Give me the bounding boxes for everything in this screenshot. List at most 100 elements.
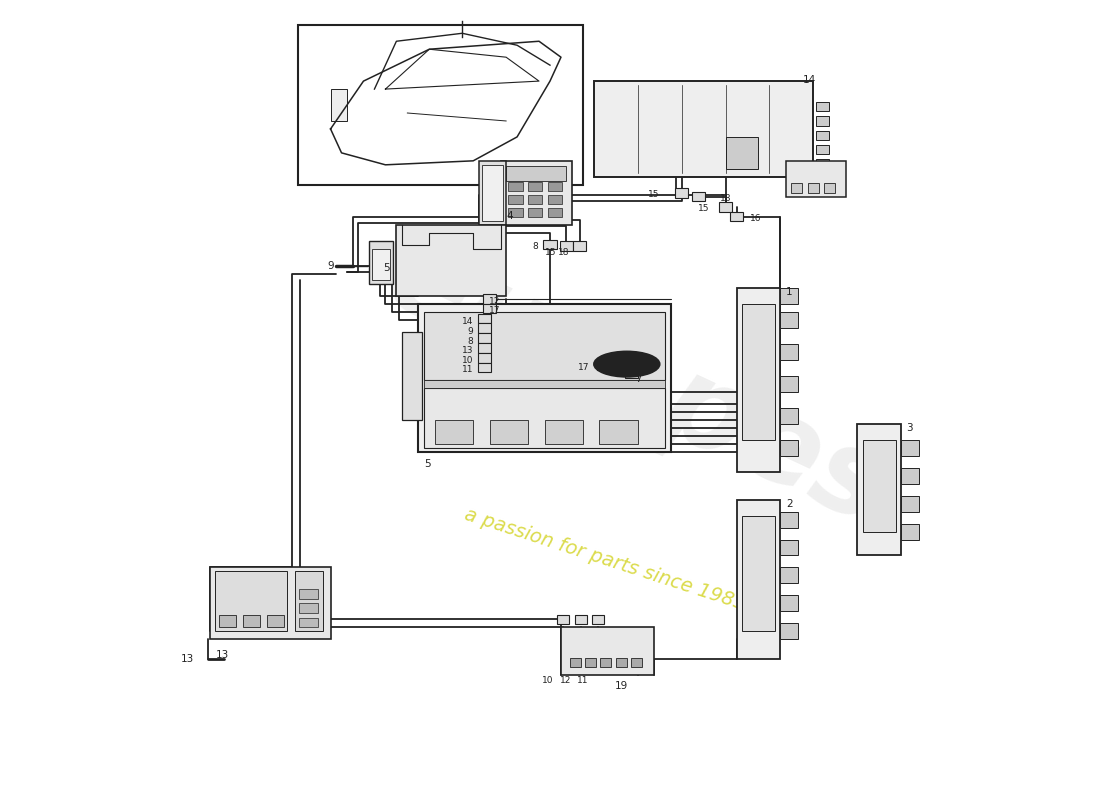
- Bar: [616, 658, 627, 667]
- Bar: [548, 170, 562, 178]
- Bar: [573, 242, 586, 251]
- Bar: [299, 603, 319, 613]
- Bar: [901, 440, 918, 456]
- Bar: [508, 170, 522, 178]
- Bar: [692, 192, 705, 202]
- Bar: [298, 26, 583, 185]
- Text: 1: 1: [785, 287, 792, 298]
- Bar: [726, 137, 759, 169]
- Bar: [483, 303, 496, 313]
- Bar: [901, 523, 918, 539]
- Text: 18: 18: [558, 248, 570, 257]
- Bar: [331, 89, 346, 121]
- Text: 9: 9: [327, 261, 333, 271]
- Bar: [601, 658, 612, 667]
- Text: 10: 10: [542, 676, 553, 685]
- Text: 13: 13: [462, 346, 473, 355]
- Bar: [560, 242, 573, 251]
- Bar: [780, 567, 798, 583]
- Text: 11: 11: [576, 676, 588, 685]
- Text: 8: 8: [468, 337, 473, 346]
- Text: 13: 13: [216, 650, 229, 660]
- Text: 8: 8: [532, 242, 538, 250]
- Bar: [815, 116, 828, 126]
- Bar: [508, 208, 522, 217]
- Text: a passion for parts since 1985: a passion for parts since 1985: [462, 505, 748, 614]
- Bar: [528, 182, 542, 191]
- Text: 2: 2: [785, 498, 792, 509]
- Bar: [901, 496, 918, 512]
- Bar: [528, 208, 542, 217]
- Bar: [506, 166, 566, 181]
- Bar: [434, 420, 473, 444]
- Bar: [675, 188, 689, 198]
- Text: 11: 11: [462, 366, 473, 374]
- Text: 17: 17: [578, 363, 590, 372]
- Bar: [780, 512, 798, 527]
- Bar: [815, 145, 828, 154]
- Bar: [477, 323, 491, 333]
- Bar: [528, 170, 542, 178]
- Bar: [631, 658, 642, 667]
- Bar: [780, 344, 798, 360]
- Text: 10: 10: [462, 356, 473, 365]
- Bar: [780, 595, 798, 611]
- Bar: [815, 159, 828, 169]
- Text: 7: 7: [636, 374, 642, 384]
- Bar: [901, 468, 918, 484]
- Bar: [815, 130, 828, 140]
- Bar: [548, 195, 562, 204]
- Bar: [780, 623, 798, 639]
- Text: 18: 18: [720, 194, 732, 203]
- Bar: [424, 380, 666, 388]
- Bar: [418, 304, 671, 452]
- Bar: [548, 182, 562, 191]
- Bar: [570, 658, 581, 667]
- Text: 15: 15: [697, 204, 710, 213]
- Bar: [299, 618, 319, 627]
- Bar: [625, 370, 638, 378]
- Bar: [477, 333, 491, 342]
- Bar: [862, 440, 895, 531]
- Text: 17: 17: [490, 306, 500, 315]
- Bar: [508, 182, 522, 191]
- Bar: [791, 183, 802, 193]
- Bar: [780, 376, 798, 392]
- Bar: [548, 208, 562, 217]
- Bar: [477, 343, 491, 353]
- Bar: [296, 571, 323, 631]
- Bar: [824, 183, 835, 193]
- Bar: [600, 420, 638, 444]
- Bar: [780, 539, 798, 555]
- Bar: [585, 658, 596, 667]
- Bar: [482, 165, 503, 221]
- Bar: [737, 500, 780, 659]
- Text: 16: 16: [750, 214, 761, 222]
- Text: 4: 4: [506, 210, 513, 221]
- Bar: [477, 362, 491, 372]
- Bar: [500, 161, 572, 225]
- Text: 15: 15: [648, 190, 660, 199]
- Bar: [210, 567, 331, 639]
- Bar: [815, 102, 828, 111]
- Text: 14: 14: [462, 318, 473, 326]
- Bar: [785, 161, 846, 197]
- Bar: [528, 195, 542, 204]
- Bar: [372, 249, 389, 281]
- Text: 6: 6: [645, 357, 651, 366]
- Bar: [780, 288, 798, 304]
- Bar: [719, 202, 733, 212]
- Text: 3: 3: [906, 423, 913, 433]
- Bar: [299, 589, 319, 598]
- Text: europes: europes: [370, 218, 906, 550]
- Bar: [561, 627, 654, 675]
- Text: 9: 9: [468, 327, 473, 336]
- Bar: [742, 515, 774, 631]
- Bar: [742, 304, 774, 440]
- Text: 15: 15: [546, 248, 557, 257]
- Bar: [592, 615, 604, 624]
- Bar: [508, 195, 522, 204]
- Bar: [483, 294, 496, 303]
- Bar: [368, 241, 393, 285]
- Bar: [780, 312, 798, 328]
